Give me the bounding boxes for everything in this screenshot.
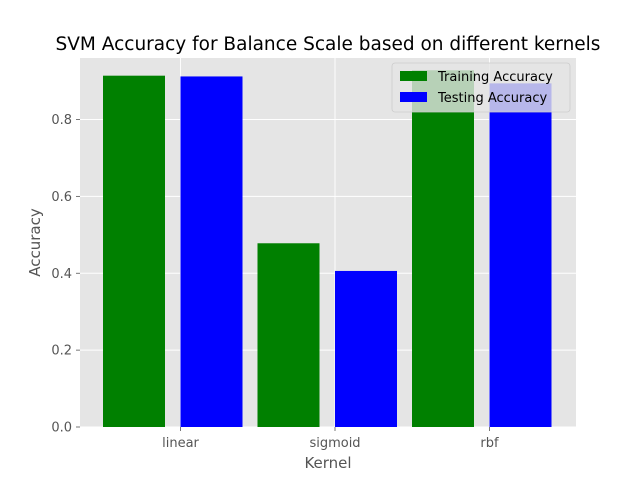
y-axis-ticks: 0.0 0.2 0.4 0.6 0.8: [51, 113, 80, 436]
x-tick-label: linear: [162, 436, 199, 451]
bar-training-rbf: [412, 70, 474, 428]
y-axis-label: Accuracy: [26, 208, 44, 277]
y-tick-label: 0.0: [51, 421, 72, 436]
legend-swatch-training: [400, 71, 427, 81]
x-axis-ticks: linear sigmoid rbf: [162, 427, 499, 451]
x-tick-label: rbf: [480, 436, 499, 451]
legend-box: [391, 62, 571, 113]
legend-swatch-testing: [400, 92, 427, 102]
bar-testing-linear: [180, 76, 243, 427]
bar-testing-sigmoid: [335, 270, 397, 427]
y-tick-label: 0.2: [51, 344, 72, 359]
bar-testing-rbf: [489, 83, 552, 428]
y-tick-label: 0.6: [51, 190, 72, 205]
x-axis-label: Kernel: [304, 454, 351, 472]
y-tick-label: 0.4: [51, 267, 72, 282]
bar-training-sigmoid: [257, 243, 320, 427]
legend-label-training: Training Accuracy: [437, 70, 553, 85]
legend: Training Accuracy Testing Accuracy: [391, 62, 571, 113]
bars: [103, 70, 552, 428]
legend-label-testing: Testing Accuracy: [437, 91, 547, 106]
bar-training-linear: [103, 75, 165, 428]
y-tick-label: 0.8: [51, 113, 72, 128]
chart-title: SVM Accuracy for Balance Scale based on …: [56, 34, 601, 55]
x-tick-label: sigmoid: [309, 436, 360, 451]
